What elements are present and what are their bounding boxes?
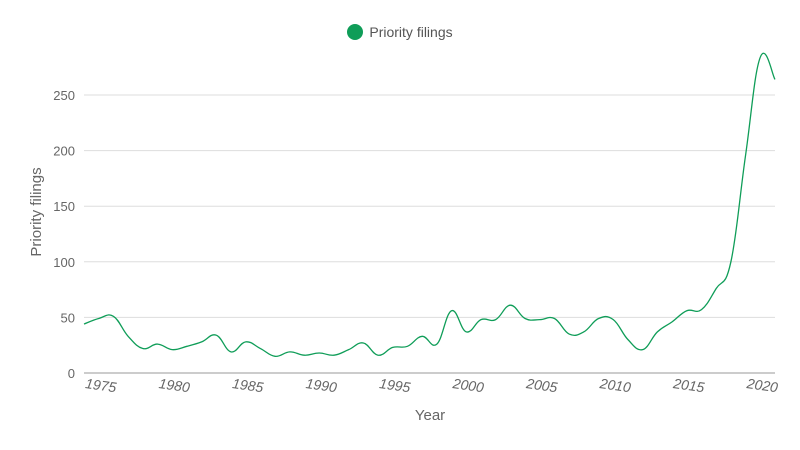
x-tick-label: 2000 [451, 375, 485, 395]
x-axis-title: Year [415, 407, 445, 424]
x-tick-label: 2005 [524, 375, 558, 395]
x-tick-label: 2010 [598, 375, 632, 395]
y-tick-label: 50 [61, 310, 75, 325]
legend-marker-icon [347, 24, 364, 40]
gridlines [84, 94, 775, 374]
y-tick-label: 100 [53, 255, 75, 270]
chart-legend[interactable]: Priority filings [0, 24, 800, 40]
y-tick-label: 200 [53, 144, 75, 159]
x-tick-label: 2015 [671, 375, 705, 395]
y-axis-ticks: 0 50 100 150 200 250 [53, 88, 75, 381]
series-line-priority-filings[interactable] [83, 52, 776, 357]
y-tick-label: 150 [53, 199, 75, 214]
y-tick-label: 250 [53, 88, 75, 103]
x-tick-label: 1990 [305, 375, 338, 395]
x-tick-label: 1985 [231, 375, 264, 395]
x-tick-label: 1975 [84, 375, 117, 395]
x-tick-label: 2020 [745, 375, 779, 395]
x-tick-label: 1995 [378, 375, 411, 395]
y-tick-label: 0 [68, 366, 75, 381]
legend-label: Priority filings [369, 24, 453, 40]
x-tick-label: 1980 [158, 375, 191, 395]
x-axis-ticks: 1975 1980 1985 1990 1995 2000 2005 2010 2015 2020 [84, 375, 779, 395]
y-axis-title: Priority filings [28, 167, 45, 256]
